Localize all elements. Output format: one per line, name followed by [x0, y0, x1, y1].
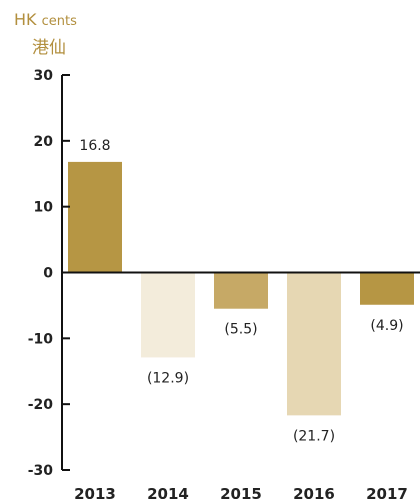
category-label-2016: 2016 — [293, 485, 335, 503]
bar-2017 — [360, 272, 414, 305]
value-label-2014: (12.9) — [147, 370, 189, 386]
y-tick-label--20: -20 — [28, 397, 54, 413]
labels-group: 30 20 10 0 -10 -20 -30 16.8 (12.9) (5.5) (21.7) (4.… — [28, 68, 408, 503]
bar-2013 — [68, 161, 122, 273]
unit-hk: HK — [14, 10, 37, 29]
y-tick-label--30: -30 — [28, 463, 54, 479]
bar-2015 — [214, 272, 268, 309]
y-tick-label-30: 30 — [34, 68, 54, 84]
y-tick-label-20: 20 — [34, 134, 54, 150]
bar-2014 — [141, 272, 195, 358]
axis-group — [61, 74, 420, 471]
y-tick-label--10: -10 — [28, 331, 54, 347]
category-label-2013: 2013 — [74, 485, 116, 503]
y-tick-label-10: 10 — [34, 200, 54, 216]
bar-2016 — [287, 272, 341, 416]
category-label-2014: 2014 — [147, 485, 189, 503]
unit-cents: cents — [41, 14, 77, 29]
value-label-2015: (5.5) — [224, 322, 257, 338]
bars-group — [68, 161, 414, 416]
category-label-2017: 2017 — [366, 485, 408, 503]
unit-label-chinese: 港仙 — [32, 38, 66, 58]
value-label-2016: (21.7) — [293, 428, 335, 444]
y-tick-label-0: 0 — [43, 266, 53, 282]
unit-label-english: HK cents — [14, 10, 77, 29]
value-label-2013: 16.8 — [79, 138, 110, 154]
category-label-2015: 2015 — [220, 485, 262, 503]
value-label-2017: (4.9) — [370, 318, 403, 334]
